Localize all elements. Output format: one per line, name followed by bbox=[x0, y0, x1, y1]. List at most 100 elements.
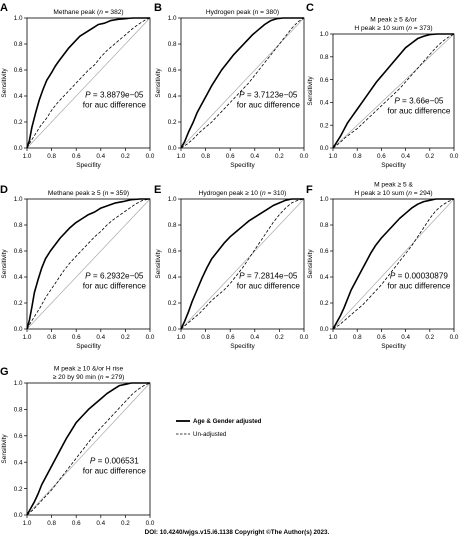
y-tick-label: 1.0 bbox=[14, 15, 23, 22]
y-axis-label: Sensitivity bbox=[307, 249, 314, 279]
x-tick-label: 0.0 bbox=[146, 520, 155, 527]
y-tick-label: 0.2 bbox=[168, 300, 177, 307]
n-symbol: n bbox=[408, 25, 412, 32]
panel-letter: F bbox=[306, 184, 313, 196]
x-tick-label: 0.8 bbox=[353, 334, 362, 341]
title-text: Hydrogen peak ( bbox=[206, 9, 256, 16]
y-axis-label: Sensitivity bbox=[1, 249, 8, 279]
reference-diagonal bbox=[180, 17, 305, 149]
x-tick-label: 0.8 bbox=[201, 153, 210, 160]
title-text: Methane peak ≥ 5 ( bbox=[48, 190, 106, 197]
x-axis-label: Specifity bbox=[381, 343, 406, 350]
title-text: = 373) bbox=[412, 25, 433, 32]
y-tick-label: 0.2 bbox=[14, 119, 23, 126]
panel-g: G M peak ≥ 10 &/or H rise≥ 20 by 90 min (… bbox=[0, 366, 155, 528]
x-tick-label: 0.4 bbox=[250, 153, 259, 160]
panel-b: B Hydrogen peak (n = 380) 0.0 0.2 0.4 0.6 0.8 1… bbox=[154, 2, 309, 169]
y-tick-label: 0.4 bbox=[168, 93, 177, 100]
series-line-adjusted bbox=[180, 198, 304, 330]
x-tick-label: 0.6 bbox=[72, 153, 81, 160]
x-tick-label: 0.6 bbox=[377, 153, 386, 160]
y-tick-label: 0.6 bbox=[14, 248, 23, 255]
p-value-annotation: P = 3.66e−05 bbox=[394, 97, 444, 106]
p-value-caption: for auc difference bbox=[237, 100, 301, 109]
n-symbol: n bbox=[255, 9, 259, 16]
panel-title: M peak ≥ 10 &/or H rise bbox=[54, 366, 124, 373]
p-value: = 3.7123e−05 bbox=[245, 90, 298, 99]
y-tick-label: 1.0 bbox=[320, 196, 329, 203]
x-tick-label: 0.0 bbox=[300, 153, 309, 160]
plot-frame bbox=[26, 17, 151, 149]
x-tick-label: 0.8 bbox=[47, 153, 56, 160]
y-tick-label: 0.6 bbox=[168, 248, 177, 255]
x-tick-label: 0.4 bbox=[96, 153, 105, 160]
x-tick-label: 1.0 bbox=[23, 153, 32, 160]
x-tick-label: 0.6 bbox=[72, 520, 81, 527]
panel-c: C M peak ≥ 5 &/orH peak ≥ 10 sum (n = 373… bbox=[306, 2, 459, 169]
p-value-caption: for auc difference bbox=[387, 107, 451, 116]
title-text: M peak ≥ 10 &/or H rise bbox=[54, 366, 124, 373]
panel-f: F M peak ≥ 5 &H peak ≥ 10 sum (n = 294) 0.… bbox=[306, 182, 459, 351]
y-tick-label: 0.2 bbox=[14, 486, 23, 493]
y-tick-label: 0.4 bbox=[14, 93, 23, 100]
n-symbol: n bbox=[105, 190, 109, 197]
panel-letter: G bbox=[0, 366, 9, 378]
p-value-annotation: P = 0.006531 bbox=[90, 457, 139, 466]
x-tick-label: 0.6 bbox=[226, 334, 235, 341]
panel-title: Methane peak (n = 382) bbox=[53, 9, 123, 16]
y-axis-label: Sensitivity bbox=[307, 76, 314, 106]
x-tick-label: 0.6 bbox=[72, 334, 81, 341]
x-tick-label: 0.2 bbox=[275, 334, 284, 341]
title-text: = 359) bbox=[108, 190, 129, 197]
panel-title: ≥ 20 by 90 min (n = 279) bbox=[53, 374, 125, 381]
series-line-unadjusted bbox=[26, 382, 151, 516]
p-value: = 0.006531 bbox=[95, 457, 139, 466]
x-tick-label: 0.0 bbox=[146, 153, 155, 160]
doi-copyright-line: DOI: 10.4240/wjgs.v15.i6.1138 Copyright … bbox=[144, 529, 330, 536]
p-symbol: P bbox=[85, 271, 91, 280]
series-line-unadjusted bbox=[180, 198, 305, 330]
title-text: = 279) bbox=[104, 374, 125, 381]
panel-letter: B bbox=[154, 2, 162, 14]
p-symbol: P bbox=[239, 271, 245, 280]
p-value-annotation: P = 3.8879e−05 bbox=[85, 90, 144, 99]
p-symbol: P bbox=[239, 90, 245, 99]
y-tick-label: 0.0 bbox=[14, 512, 23, 519]
x-axis-label: Specifity bbox=[76, 162, 101, 169]
title-text: = 294) bbox=[412, 190, 433, 197]
y-tick-label: 1.0 bbox=[320, 31, 329, 38]
plot-frame bbox=[180, 17, 305, 149]
p-value-caption: for auc difference bbox=[237, 281, 301, 290]
y-tick-label: 0.8 bbox=[14, 222, 23, 229]
plot-frame bbox=[332, 198, 455, 330]
y-axis-label: Sensitivity bbox=[155, 249, 162, 279]
title-text: Methane peak ( bbox=[53, 9, 100, 16]
p-value-caption: for auc difference bbox=[83, 281, 147, 290]
y-tick-label: 0.6 bbox=[320, 248, 329, 255]
n-symbol: n bbox=[262, 190, 266, 197]
plot-frame bbox=[26, 198, 151, 330]
panel-a: A Methane peak (n = 382) 0.0 0.2 0.4 0.6 0.8 1.… bbox=[0, 2, 155, 169]
p-value-annotation: P = 7.2814e−05 bbox=[239, 271, 298, 280]
x-tick-label: 0.4 bbox=[96, 334, 105, 341]
y-tick-label: 0.6 bbox=[14, 433, 23, 440]
x-tick-label: 0.4 bbox=[250, 334, 259, 341]
n-symbol: n bbox=[99, 9, 103, 16]
y-tick-label: 0.6 bbox=[320, 77, 329, 84]
legend: Age & Gender adjusted Un-adjusted bbox=[176, 418, 262, 438]
y-tick-label: 0.2 bbox=[168, 119, 177, 126]
x-tick-label: 1.0 bbox=[329, 153, 338, 160]
panel-title: M peak ≥ 5 & bbox=[374, 182, 413, 189]
y-tick-label: 0.2 bbox=[320, 300, 329, 307]
y-tick-label: 0.8 bbox=[320, 222, 329, 229]
y-axis-label: Sensitivity bbox=[155, 68, 162, 98]
p-value: = 7.2814e−05 bbox=[245, 271, 298, 280]
x-tick-label: 0.2 bbox=[121, 153, 130, 160]
title-text: = 382) bbox=[103, 9, 124, 16]
x-tick-label: 0.8 bbox=[47, 334, 56, 341]
x-axis-label: Specifity bbox=[76, 343, 101, 350]
title-text: ≥ 20 by 90 min ( bbox=[53, 374, 101, 381]
x-tick-label: 0.2 bbox=[425, 153, 434, 160]
x-tick-label: 0.8 bbox=[47, 520, 56, 527]
x-tick-label: 0.8 bbox=[353, 153, 362, 160]
